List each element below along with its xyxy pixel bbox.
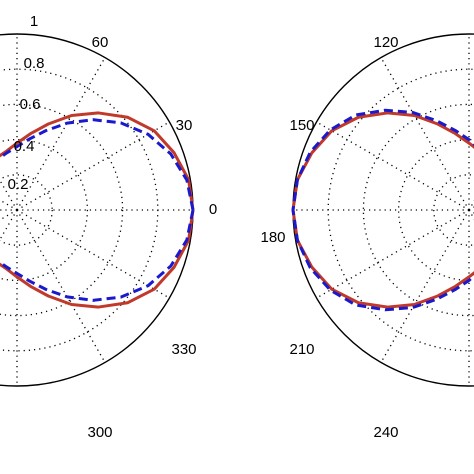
angle-tick-label-60: 60 bbox=[92, 34, 109, 51]
grid-spoke-240 bbox=[0, 209, 18, 241]
grid-spoke-300 bbox=[468, 209, 474, 220]
grid-spoke-30 bbox=[16, 121, 170, 211]
outer-circle bbox=[0, 33, 194, 387]
radial-tick-label-1: 0.4 bbox=[14, 138, 35, 155]
outer-circle bbox=[292, 33, 474, 387]
radial-tick-label-0: 0.2 bbox=[8, 176, 29, 193]
grid-ring-0 bbox=[0, 174, 53, 246]
radial-tick-label-2: 0.6 bbox=[20, 96, 41, 113]
right-polar-panel: 120 150 180 210 240 bbox=[260, 33, 474, 441]
angle-tick-label-30: 30 bbox=[176, 117, 193, 134]
grid-spoke-210 bbox=[316, 209, 470, 299]
grid-spoke-150 bbox=[0, 199, 18, 211]
grid-spoke-330 bbox=[16, 209, 170, 299]
grid-spoke-300 bbox=[16, 209, 106, 363]
grid-ring-2 bbox=[0, 103, 124, 317]
radial-tick-label-3: 0.8 bbox=[24, 55, 45, 72]
angle-tick-label-120: 120 bbox=[373, 34, 398, 51]
angle-tick-label-210: 210 bbox=[289, 341, 314, 358]
grid-spoke-240 bbox=[380, 209, 470, 363]
angle-tick-label-0: 0 bbox=[209, 201, 217, 218]
series-line-1 bbox=[0, 118, 195, 302]
grid-spoke-210 bbox=[0, 209, 18, 221]
grid-spoke-60 bbox=[16, 57, 106, 211]
series-line-0 bbox=[0, 111, 195, 309]
grid-spoke-120 bbox=[380, 57, 470, 211]
angle-tick-label-180: 180 bbox=[260, 229, 285, 246]
grid-spoke-330 bbox=[468, 209, 474, 214]
grid-spoke-150 bbox=[316, 121, 470, 211]
grid-ring-1 bbox=[0, 138, 89, 282]
angle-tick-label-240: 240 bbox=[373, 424, 398, 441]
grid-spoke-60 bbox=[468, 200, 474, 211]
series-line-1 bbox=[291, 108, 474, 312]
radial-tick-label-4: 1 bbox=[30, 13, 38, 30]
series-line-0 bbox=[291, 111, 474, 309]
grid-spoke-30 bbox=[468, 206, 474, 211]
angle-tick-label-150: 150 bbox=[289, 117, 314, 134]
angle-tick-label-330: 330 bbox=[171, 341, 196, 358]
angle-tick-label-300: 300 bbox=[87, 424, 112, 441]
left-polar-panel: 0 30 60 300 330 0.2 0.4 0.6 0.8 1 bbox=[0, 13, 217, 441]
